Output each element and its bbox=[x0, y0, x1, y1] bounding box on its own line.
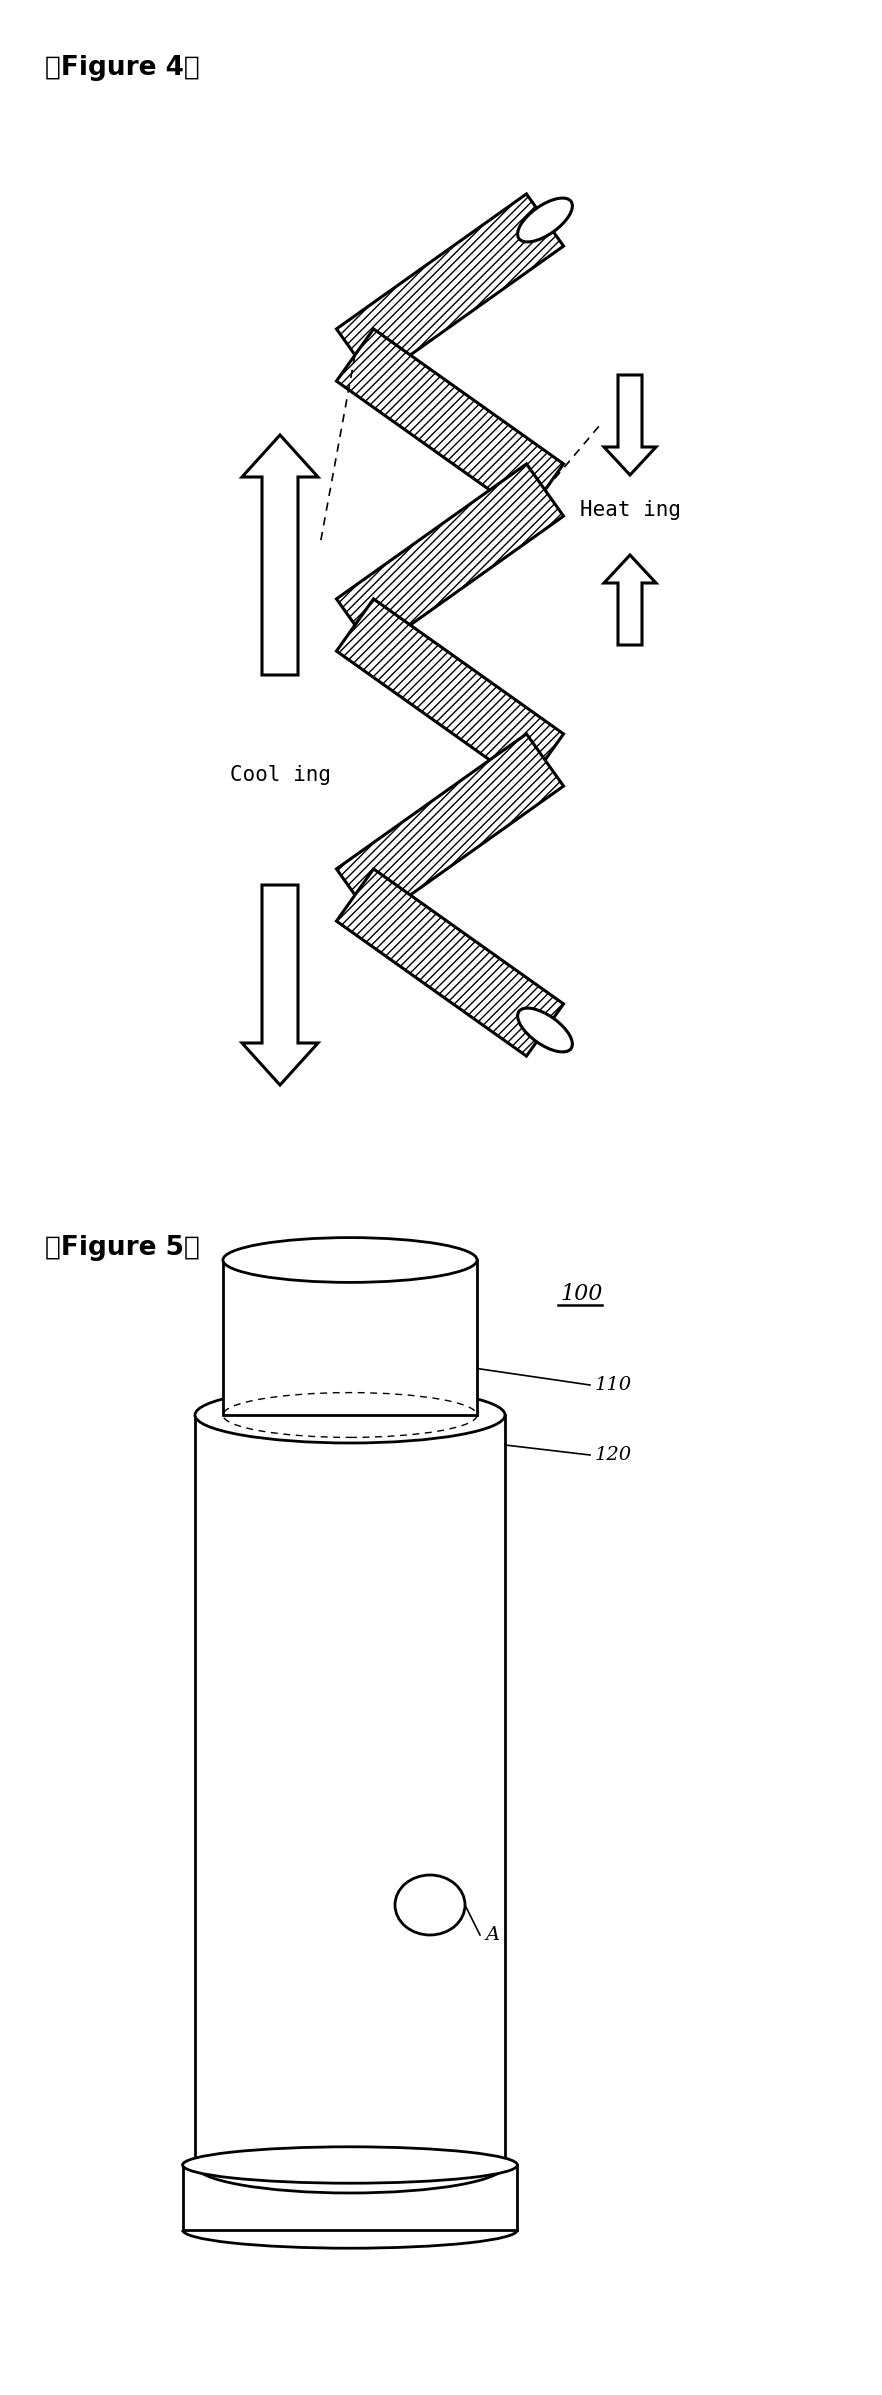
Polygon shape bbox=[242, 886, 318, 1085]
Polygon shape bbox=[336, 194, 564, 381]
Polygon shape bbox=[604, 556, 656, 644]
Text: 【Figure 5】: 【Figure 5】 bbox=[45, 1236, 200, 1262]
Ellipse shape bbox=[183, 2146, 518, 2184]
Text: Heat ing: Heat ing bbox=[579, 501, 681, 520]
Polygon shape bbox=[242, 436, 318, 675]
Polygon shape bbox=[336, 599, 564, 786]
Text: 100: 100 bbox=[560, 1284, 602, 1305]
Polygon shape bbox=[336, 328, 564, 515]
Polygon shape bbox=[336, 733, 564, 922]
Ellipse shape bbox=[195, 1387, 505, 1444]
Ellipse shape bbox=[223, 1238, 477, 1281]
Text: A: A bbox=[485, 1926, 499, 1945]
Ellipse shape bbox=[395, 1875, 465, 1935]
Text: Cool ing: Cool ing bbox=[229, 764, 331, 786]
Polygon shape bbox=[336, 465, 564, 651]
Ellipse shape bbox=[518, 199, 572, 242]
Bar bbox=[183, 2165, 518, 2230]
Ellipse shape bbox=[518, 1008, 572, 1051]
Text: 120: 120 bbox=[595, 1447, 632, 1463]
Polygon shape bbox=[336, 869, 564, 1056]
Bar bbox=[223, 1260, 477, 1415]
Polygon shape bbox=[604, 376, 656, 474]
Text: 110: 110 bbox=[595, 1377, 632, 1394]
Bar bbox=[195, 1415, 505, 2165]
Text: 【Figure 4】: 【Figure 4】 bbox=[45, 55, 199, 81]
